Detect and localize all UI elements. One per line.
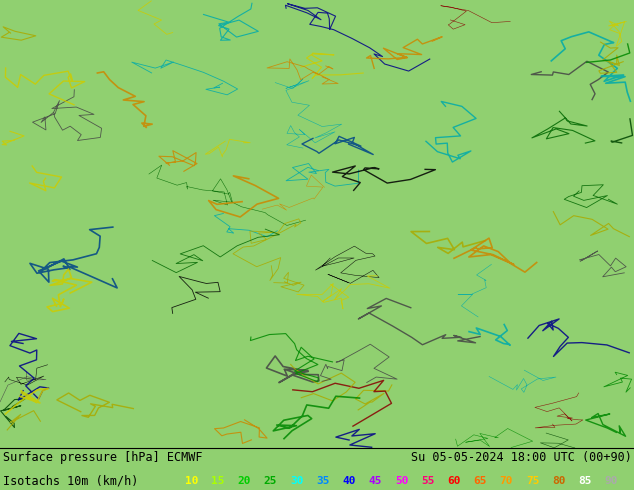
Text: 80: 80 — [552, 476, 566, 486]
Text: Su 05-05-2024 18:00 UTC (00+90): Su 05-05-2024 18:00 UTC (00+90) — [411, 451, 632, 464]
Text: 85: 85 — [578, 476, 592, 486]
Text: 90: 90 — [605, 476, 618, 486]
Text: 20: 20 — [238, 476, 251, 486]
Text: Surface pressure [hPa] ECMWF: Surface pressure [hPa] ECMWF — [3, 451, 203, 464]
Text: 15: 15 — [211, 476, 225, 486]
Text: 50: 50 — [395, 476, 408, 486]
Text: 65: 65 — [474, 476, 487, 486]
Text: 45: 45 — [368, 476, 382, 486]
Text: Isotachs 10m (km/h): Isotachs 10m (km/h) — [3, 474, 146, 487]
Text: 60: 60 — [448, 476, 461, 486]
Text: 70: 70 — [500, 476, 514, 486]
Text: 55: 55 — [421, 476, 434, 486]
Text: 30: 30 — [290, 476, 304, 486]
Text: 25: 25 — [264, 476, 277, 486]
Text: 10: 10 — [185, 476, 198, 486]
Text: 40: 40 — [342, 476, 356, 486]
Text: 75: 75 — [526, 476, 540, 486]
Text: 35: 35 — [316, 476, 330, 486]
